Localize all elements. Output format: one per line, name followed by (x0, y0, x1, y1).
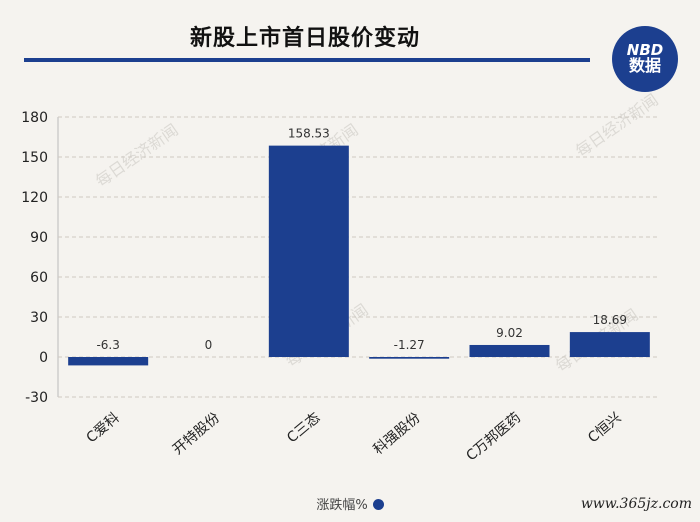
y-tick-label: 150 (21, 150, 48, 166)
bar (469, 344, 550, 357)
bar (268, 145, 349, 357)
data-label: 18.69 (593, 313, 627, 327)
data-label: 158.53 (288, 127, 330, 141)
y-tick-label: 120 (21, 190, 48, 206)
logo-nbd-text: NBD (626, 40, 664, 59)
y-tick-label: 180 (21, 110, 48, 126)
y-tick-label: 0 (39, 350, 48, 366)
legend-swatch (372, 499, 384, 510)
legend-label: 涨跌幅% (316, 498, 368, 513)
bar (68, 357, 149, 366)
watermark-text: 每日经济新闻 (92, 120, 182, 191)
data-label: -1.27 (394, 338, 425, 352)
y-tick-label: 30 (30, 310, 48, 326)
bar (569, 332, 650, 357)
legend: 涨跌幅% (0, 494, 700, 513)
y-tick-label: 60 (30, 270, 48, 286)
category-label: C万邦医药 (463, 410, 524, 465)
category-label: 开特股份 (170, 410, 223, 458)
data-label: -6.3 (96, 338, 119, 352)
y-tick-label: -30 (25, 390, 48, 406)
bar (369, 357, 450, 359)
category-label: C三态 (284, 410, 323, 447)
site-watermark: www.365jz.com (580, 496, 692, 512)
data-label: 9.02 (496, 326, 523, 340)
logo-data-text: 数据 (628, 56, 661, 76)
watermark-text: 每日经济新闻 (572, 90, 662, 161)
category-label: C爱科 (84, 410, 123, 447)
category-label: 科强股份 (371, 410, 424, 458)
title-underline (24, 58, 590, 62)
chart-title: 新股上市首日股价变动 (189, 26, 420, 51)
y-tick-label: 90 (30, 230, 48, 246)
category-label: C恒兴 (585, 410, 624, 447)
bar-chart: -300306090120150180每日经济新闻每日经济新闻每日经济新闻每日经… (21, 90, 662, 465)
nbd-data-logo: NBD 数据 (612, 26, 678, 92)
data-label: 0 (205, 338, 213, 352)
